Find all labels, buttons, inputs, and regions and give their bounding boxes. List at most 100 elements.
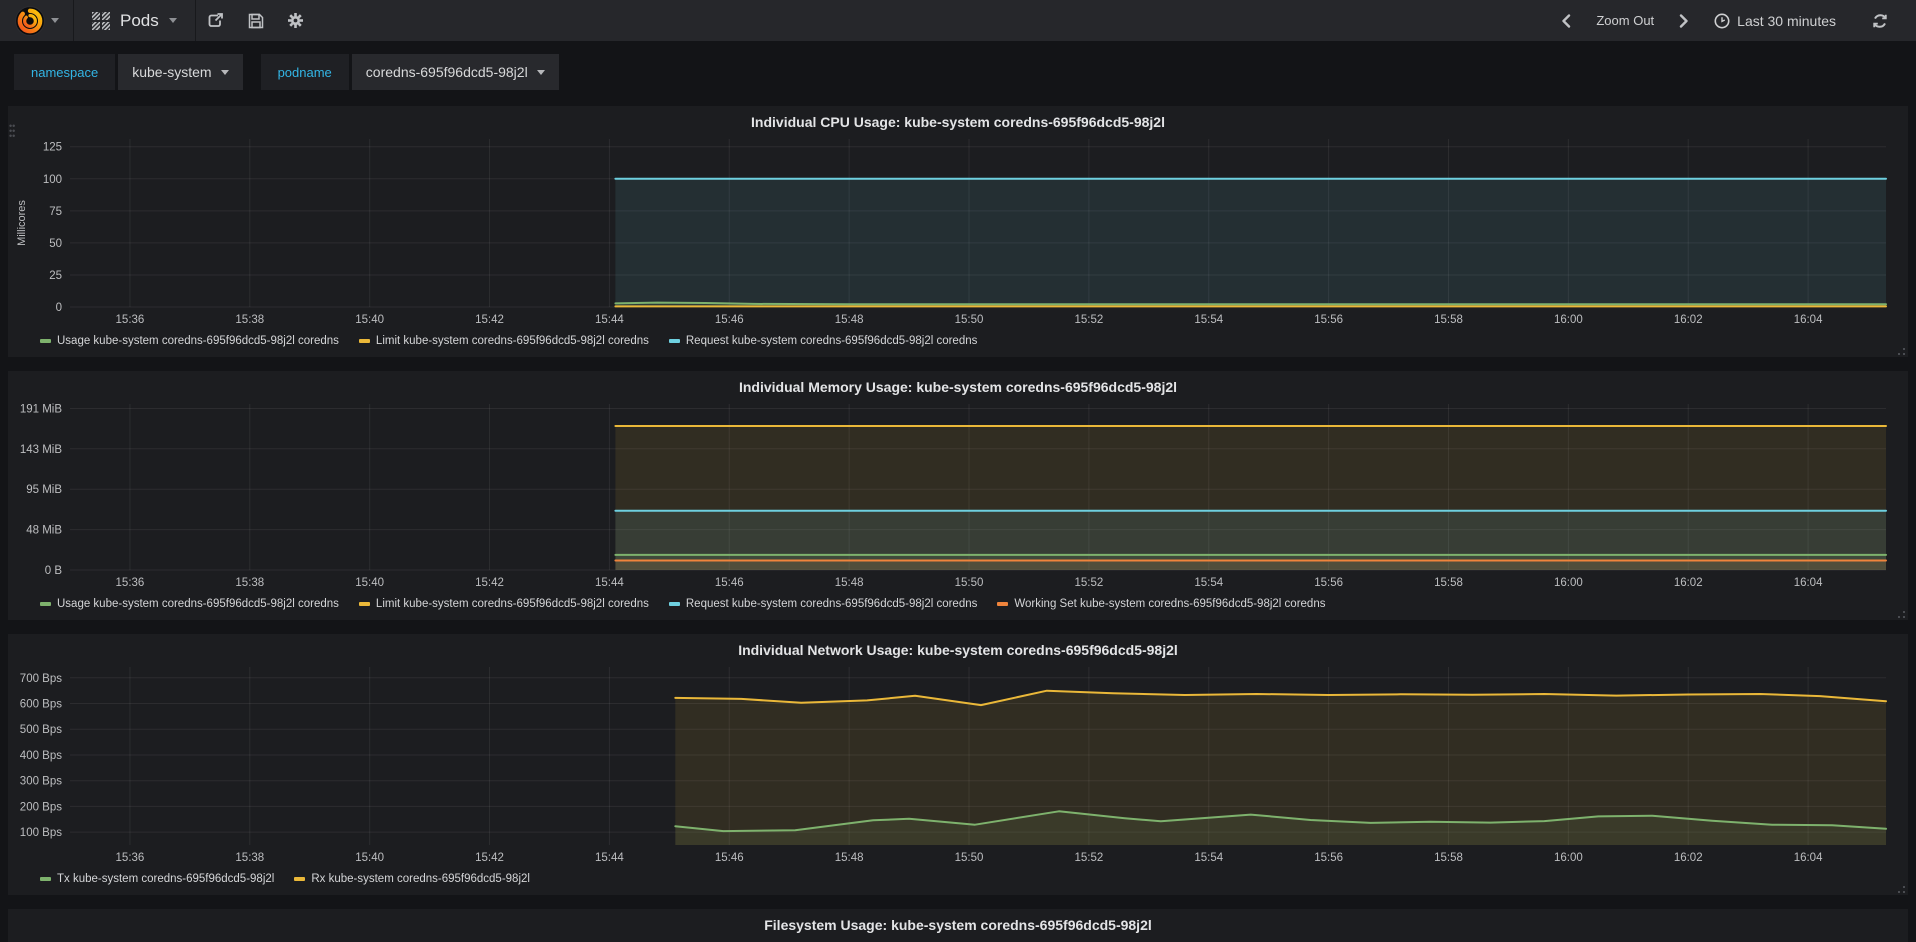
x-tick-label: 15:50 — [955, 314, 984, 326]
series-line — [614, 301, 1887, 306]
settings-button[interactable] — [276, 0, 316, 41]
dashboard-panels: •• •• •• Individual CPU Usage: kube-system… — [0, 106, 1916, 942]
legend-item[interactable]: Limit kube-system coredns-695f96dcd5-98j… — [358, 335, 649, 347]
x-tick-label: 15:44 — [595, 577, 624, 589]
panel-memory-usage: Individual Memory Usage: kube-system cor… — [8, 371, 1908, 620]
chevron-right-icon — [1679, 13, 1688, 28]
y-tick-label: 300 Bps — [20, 776, 62, 788]
time-range-button[interactable]: Last 30 minutes — [1708, 13, 1842, 29]
x-tick-label: 15:56 — [1314, 852, 1343, 864]
variable-podname-value: coredns-695f96dcd5-98j2l — [365, 64, 528, 80]
x-tick-label: 15:44 — [595, 852, 624, 864]
legend-series-label: Usage kube-system coredns-695f96dcd5-98j… — [57, 335, 339, 347]
x-tick-label: 15:50 — [955, 852, 984, 864]
x-tick-label: 16:02 — [1674, 852, 1703, 864]
y-tick-label: 400 Bps — [20, 750, 62, 762]
legend-item[interactable]: Usage kube-system coredns-695f96dcd5-98j… — [40, 598, 339, 610]
legend-item[interactable]: Request kube-system coredns-695f96dcd5-9… — [668, 598, 977, 610]
legend-series-swatch — [358, 339, 370, 343]
x-tick-label: 15:38 — [235, 577, 264, 589]
grafana-logo-icon — [14, 5, 45, 36]
legend-item[interactable]: Rx kube-system coredns-695f96dcd5-98j2l — [294, 873, 530, 885]
legend-series-swatch — [668, 339, 680, 343]
clock-icon — [1714, 13, 1730, 28]
panel-resize-handle[interactable] — [1897, 885, 1905, 893]
legend-item[interactable]: Working Set kube-system coredns-695f96dc… — [997, 598, 1325, 610]
dashboard-picker[interactable]: Pods — [74, 0, 196, 41]
x-tick-label: 15:40 — [355, 314, 384, 326]
x-tick-label: 15:38 — [235, 314, 264, 326]
y-tick-label: 50 — [49, 238, 62, 250]
y-tick-label: 48 MiB — [26, 525, 62, 537]
time-series-plot[interactable]: 100 Bps 200 Bps 300 Bps 400 Bps 500 Bps 600 B… — [14, 663, 1902, 867]
x-tick-label: 16:00 — [1554, 852, 1583, 864]
save-button[interactable] — [236, 0, 276, 41]
legend-series-swatch — [294, 877, 306, 881]
y-tick-label: 700 Bps — [20, 673, 62, 685]
legend: Usage kube-system coredns-695f96dcd5-98j… — [14, 329, 1902, 353]
y-axis-label: Millicores — [16, 200, 28, 246]
x-tick-label: 15:54 — [1194, 314, 1223, 326]
variable-podname-select[interactable]: coredns-695f96dcd5-98j2l — [351, 54, 559, 90]
x-tick-label: 15:48 — [835, 852, 864, 864]
x-tick-label: 16:02 — [1674, 314, 1703, 326]
x-tick-label: 16:04 — [1794, 314, 1823, 326]
legend-series-swatch — [40, 877, 51, 881]
legend-item[interactable]: Tx kube-system coredns-695f96dcd5-98j2l — [40, 873, 274, 885]
legend-series-swatch — [997, 602, 1009, 606]
variables-row: namespace kube-system podname coredns-69… — [0, 41, 1916, 106]
row-drag-handle[interactable]: •• •• •• — [9, 121, 16, 141]
time-series-plot[interactable]: 0 B 48 MiB 95 MiB 143 MiB 191 MiB 15:36 15:38 1… — [14, 400, 1902, 592]
x-tick-label: 15:40 — [355, 852, 384, 864]
chevron-down-icon — [168, 18, 177, 23]
time-series-plot[interactable]: 0 25 50 75 100 125 15:36 15:38 15:40 15:42 15:44 15… — [14, 135, 1902, 329]
legend-series-swatch — [668, 602, 680, 606]
series-fill — [675, 690, 1886, 845]
legend-item[interactable]: Request kube-system coredns-695f96dcd5-9… — [668, 335, 977, 347]
legend-series-label: Tx kube-system coredns-695f96dcd5-98j2l — [57, 873, 275, 885]
x-tick-label: 15:50 — [955, 577, 984, 589]
variable-namespace-value: kube-system — [132, 64, 212, 80]
gear-icon — [288, 13, 304, 28]
variable-podname: podname coredns-695f96dcd5-98j2l — [260, 54, 559, 90]
series-line — [674, 689, 1887, 707]
x-tick-label: 15:48 — [835, 314, 864, 326]
variable-podname-label: podname — [260, 54, 349, 90]
x-tick-label: 15:58 — [1434, 314, 1463, 326]
panel-resize-handle[interactable] — [1897, 347, 1905, 355]
x-tick-label: 16:04 — [1794, 577, 1823, 589]
y-tick-label: 125 — [43, 142, 62, 154]
series-fill — [615, 554, 1886, 570]
series-fill — [615, 178, 1886, 307]
dashboard-grid-icon — [92, 11, 110, 30]
share-button[interactable] — [196, 0, 236, 41]
time-shift-forward-button[interactable] — [1664, 13, 1704, 28]
legend-item[interactable]: Limit kube-system coredns-695f96dcd5-98j… — [358, 598, 649, 610]
panel-title[interactable]: Individual CPU Usage: kube-system coredn… — [751, 114, 1165, 130]
legend: Tx kube-system coredns-695f96dcd5-98j2l R… — [14, 867, 1902, 891]
x-tick-label: 15:46 — [715, 314, 744, 326]
x-tick-label: 15:44 — [595, 314, 624, 326]
zoom-out-button[interactable]: Zoom Out — [1590, 13, 1660, 28]
x-tick-label: 15:40 — [355, 577, 384, 589]
panel-title[interactable]: Individual Memory Usage: kube-system cor… — [738, 379, 1178, 395]
variable-namespace-label: namespace — [14, 54, 116, 90]
x-tick-label: 15:46 — [715, 852, 744, 864]
panel-title[interactable]: Filesystem Usage: kube-system coredns-69… — [764, 917, 1152, 933]
dashboard-title: Pods — [120, 10, 159, 30]
variable-namespace-select[interactable]: kube-system — [118, 54, 243, 90]
series-line — [674, 810, 1887, 833]
refresh-button[interactable] — [1860, 13, 1900, 29]
legend-series-swatch — [358, 602, 370, 606]
grafana-menu-button[interactable] — [0, 0, 74, 41]
x-tick-label: 16:02 — [1674, 577, 1703, 589]
legend-item[interactable]: Usage kube-system coredns-695f96dcd5-98j… — [40, 335, 339, 347]
time-shift-back-button[interactable] — [1546, 13, 1586, 28]
x-tick-label: 15:42 — [475, 852, 504, 864]
caret-down-icon — [536, 69, 545, 75]
x-tick-label: 15:42 — [475, 314, 504, 326]
refresh-icon — [1873, 13, 1887, 28]
panel-title[interactable]: Individual Network Usage: kube-system co… — [738, 642, 1178, 658]
x-tick-label: 15:56 — [1314, 577, 1343, 589]
panel-resize-handle[interactable] — [1897, 610, 1905, 618]
